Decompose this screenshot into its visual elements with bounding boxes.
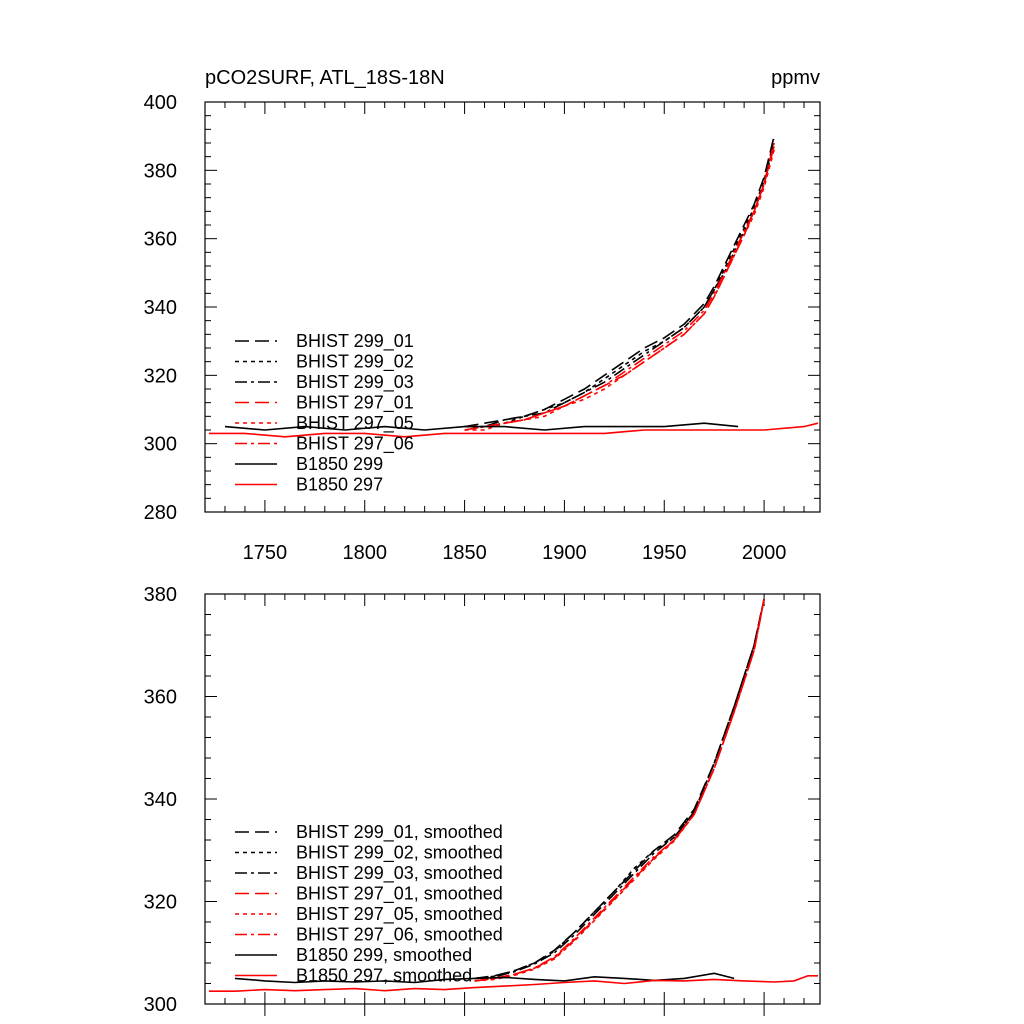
top-chart-panel: pCO2SURF, ATL_18S-18N ppmv 280 300 320 340 3…: [144, 67, 821, 564]
series-line: [464, 146, 775, 431]
y-tick-label: 380: [144, 584, 177, 606]
legend-label: BHIST 299_03: [296, 372, 414, 393]
legend-label: BHIST 297_05: [296, 413, 414, 434]
x-tick-label: 1750: [243, 542, 288, 564]
legend-label: B1850 299, smoothed: [296, 945, 472, 965]
legend-label: BHIST 299_03, smoothed: [296, 863, 503, 884]
legend-label: BHIST 299_01, smoothed: [296, 822, 503, 843]
series-line: [464, 149, 775, 431]
series-line: [474, 598, 765, 980]
legend-label: B1850 299: [296, 454, 383, 474]
series-line: [474, 598, 765, 982]
legend-label: BHIST 297_06: [296, 434, 414, 455]
y-tick-label: 300: [144, 994, 177, 1016]
x-tick-label: 2000: [742, 542, 787, 564]
chart-title: pCO2SURF, ATL_18S-18N: [205, 67, 445, 89]
legend-label: BHIST 297_01, smoothed: [296, 884, 503, 905]
series-line: [474, 598, 765, 982]
y-tick-label: 340: [144, 789, 177, 811]
series-line: [464, 139, 775, 431]
series-line: [209, 422, 819, 438]
y-tick-label: 340: [144, 297, 177, 319]
series-line: [464, 142, 775, 428]
y-tick-label: 320: [144, 892, 177, 914]
y-tick-label: 400: [144, 92, 177, 114]
legend-label: BHIST 299_01: [296, 331, 414, 352]
y-tick-label: 380: [144, 160, 177, 182]
legend-label: BHIST 297_05, smoothed: [296, 904, 503, 925]
series-line: [474, 598, 765, 980]
x-tick-label: 1850: [442, 542, 487, 564]
x-tick-label: 1800: [342, 542, 387, 564]
x-tick-label: 1950: [642, 542, 687, 564]
y-tick-label: 360: [144, 229, 177, 251]
x-tick-label: 1900: [542, 542, 587, 564]
y-tick-label: 360: [144, 687, 177, 709]
y-tick-label: 300: [144, 434, 177, 456]
legend-label: BHIST 299_02, smoothed: [296, 843, 503, 864]
units-label: ppmv: [771, 67, 820, 89]
series-line: [474, 598, 765, 980]
series-line: [209, 975, 818, 992]
series-line: [224, 422, 739, 431]
series-line: [464, 136, 775, 428]
series-line: [464, 142, 775, 428]
legend-label: BHIST 297_01: [296, 393, 414, 414]
legend-label: BHIST 299_02: [296, 352, 414, 373]
legend-label: B1850 297, smoothed: [296, 966, 472, 986]
legend-label: B1850 297: [296, 475, 383, 495]
y-tick-label: 280: [144, 502, 177, 524]
legend-label: BHIST 297_06, smoothed: [296, 925, 503, 946]
y-tick-label: 320: [144, 365, 177, 387]
series-line: [474, 598, 765, 982]
